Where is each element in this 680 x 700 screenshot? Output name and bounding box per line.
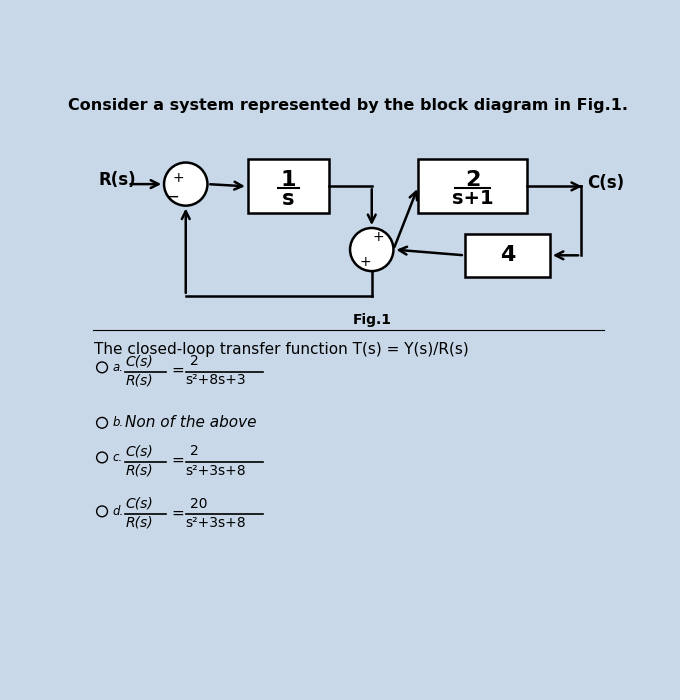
Text: 2: 2 [190,354,199,368]
Text: d.: d. [112,505,123,518]
Text: Non of the above: Non of the above [125,415,257,430]
Text: R(s): R(s) [125,516,153,530]
Text: s²+8s+3: s²+8s+3 [186,374,246,388]
Text: b.: b. [112,416,123,429]
Circle shape [97,417,107,428]
Text: =: = [171,363,184,378]
Text: 1: 1 [281,170,296,190]
Circle shape [164,162,207,206]
Text: C(s): C(s) [125,497,153,511]
Text: +: + [172,171,184,185]
Text: 20: 20 [190,497,207,511]
Text: 2: 2 [465,170,480,190]
Circle shape [97,506,107,517]
Text: Consider a system represented by the block diagram in Fig.1.: Consider a system represented by the blo… [69,98,628,113]
Circle shape [350,228,394,271]
Bar [464,234,550,276]
Text: C(s): C(s) [588,174,624,192]
Text: =: = [171,453,184,468]
Text: c.: c. [112,451,122,464]
Text: +: + [372,230,384,244]
Text: a.: a. [112,361,123,374]
Circle shape [97,452,107,463]
Text: R(s): R(s) [125,374,153,388]
Text: +: + [360,255,371,269]
Text: =: = [171,505,184,520]
Text: s: s [282,189,294,209]
Text: R(s): R(s) [99,172,137,189]
Text: Fig.1: Fig.1 [352,313,391,327]
Text: C(s): C(s) [125,444,153,458]
Circle shape [97,362,107,372]
Text: s²+3s+8: s²+3s+8 [186,463,246,477]
Text: 2: 2 [190,444,199,458]
Text: 4: 4 [500,245,515,265]
Text: R(s): R(s) [125,463,153,477]
Text: −: − [165,188,179,205]
Text: s+1: s+1 [452,189,493,208]
Text: C(s): C(s) [125,354,153,368]
Text: s²+3s+8: s²+3s+8 [186,516,246,530]
Bar [248,160,329,214]
Text: The closed-loop transfer function T(s) = Y(s)/R(s): The closed-loop transfer function T(s) =… [95,342,469,357]
Bar [418,160,527,214]
